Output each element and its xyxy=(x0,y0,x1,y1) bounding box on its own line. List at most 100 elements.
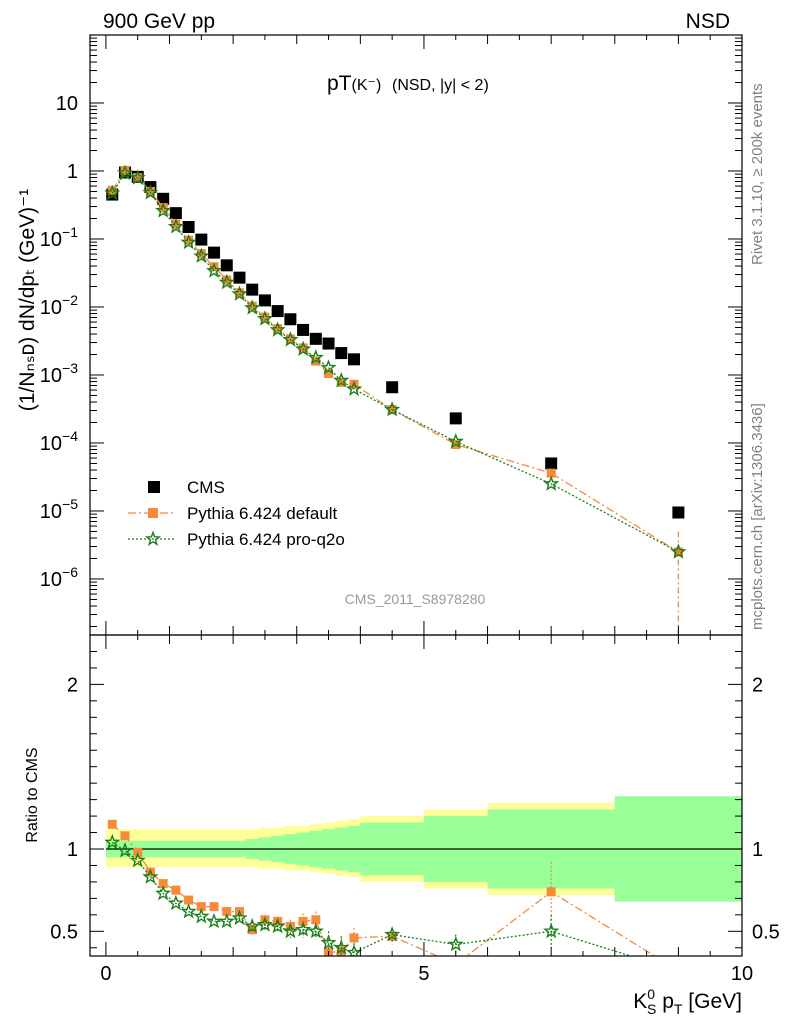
main-y-tick-label: 10−5 xyxy=(40,496,78,523)
legend-star-shape xyxy=(144,530,162,546)
main-axes: 10−6 10−5 10−4 10−3 10−2 10−1 1 10 xyxy=(40,35,743,635)
data-point xyxy=(171,219,181,229)
legend-entry-cms: CMS xyxy=(148,478,225,497)
ratio-data-point-star xyxy=(206,912,223,929)
data-point xyxy=(169,207,182,220)
data-point xyxy=(157,192,170,205)
ratio-inner xyxy=(104,796,742,956)
data-point xyxy=(246,283,259,296)
ratio-data-point-star xyxy=(155,884,172,901)
legend-label-pythia-proq2o: Pythia 6.424 pro-q2o xyxy=(187,530,345,549)
data-point xyxy=(284,313,297,326)
ratio-data-point xyxy=(107,819,117,829)
data-point xyxy=(545,457,558,470)
data-point xyxy=(271,305,284,318)
x-axis-label: K0 S pT [GeV] xyxy=(633,986,742,1017)
data-point-star xyxy=(155,202,172,218)
ratio-data-point-star xyxy=(333,939,350,955)
ratio-data-point-star xyxy=(142,868,159,884)
main-y-tick-label: 10−4 xyxy=(40,428,78,455)
x-axis-label-sub: S xyxy=(647,1001,656,1017)
ratio-plot-area xyxy=(104,796,742,956)
data-point xyxy=(145,186,155,196)
ratio-y-tick-label-left: 0.5 xyxy=(50,921,78,943)
x-axis-label-rest-sub: T xyxy=(674,1001,683,1017)
ratio-data-point-star xyxy=(307,922,324,939)
data-point xyxy=(247,301,257,311)
ratio-data-point-star xyxy=(447,935,464,952)
ratio-data-point-star xyxy=(294,921,312,937)
data-point-star xyxy=(129,169,146,185)
data-point xyxy=(158,203,168,213)
data-point xyxy=(209,262,219,272)
data-point-star xyxy=(180,233,197,250)
mcplots-label: mcplots.cern.ch [arXiv:1306.3436] xyxy=(749,403,766,630)
ratio-data-point-star xyxy=(104,833,121,850)
x-axis-label-main: K xyxy=(633,990,647,1013)
header-right-label: NSD xyxy=(686,10,730,33)
ratio-data-point-star xyxy=(244,917,261,934)
x-tick-label: 10 xyxy=(731,963,753,985)
ratio-panel: 0.5 0.51 12 20 5 10 Ratio to CMS K0 S pT [GeV] xyxy=(24,634,780,1017)
data-point-star xyxy=(167,218,184,234)
legend-label-cms: CMS xyxy=(187,478,225,497)
data-point xyxy=(273,324,283,334)
ratio-data-point xyxy=(120,831,130,841)
x-axis-label-unit: [GeV] xyxy=(682,990,742,1013)
ratio-data-point xyxy=(209,902,219,912)
x-axis-label-rest: p xyxy=(656,990,674,1013)
data-point-star xyxy=(543,475,560,491)
data-point xyxy=(449,412,462,425)
x-tick-label: 0 xyxy=(100,963,111,985)
data-point xyxy=(182,221,195,234)
data-point-star xyxy=(116,164,134,181)
data-point-star xyxy=(307,349,324,365)
ratio-data-point-star xyxy=(269,917,286,934)
analysis-watermark: CMS_2011_S8978280 xyxy=(345,591,486,607)
data-point-star xyxy=(218,273,235,290)
data-point-star xyxy=(231,285,248,301)
ratio-y-tick-label-right: 2 xyxy=(752,674,763,696)
ratio-data-point-star xyxy=(543,922,560,939)
data-point-star xyxy=(282,331,299,347)
ratio-data-point-star xyxy=(320,934,337,950)
ratio-y-tick-label-left: 1 xyxy=(67,839,78,861)
data-point-star xyxy=(206,262,223,278)
data-point-star xyxy=(104,184,121,201)
plot-title-main: pT xyxy=(327,72,352,95)
data-point xyxy=(672,506,685,519)
data-point xyxy=(297,323,310,336)
legend-entry-pythia-default: Pythia 6.424 default xyxy=(128,504,338,523)
ratio-data-point xyxy=(222,907,232,917)
data-point-star xyxy=(142,184,159,200)
data-point xyxy=(184,235,194,245)
ratio-data-point xyxy=(349,933,359,943)
data-point xyxy=(220,259,233,272)
x-axis-label-sup: 0 xyxy=(647,986,655,1002)
ratio-frame xyxy=(89,634,743,957)
data-point-star xyxy=(269,321,286,337)
data-point xyxy=(195,233,208,246)
legend-entry-pythia-proq2o: Pythia 6.424 pro-q2o xyxy=(128,530,345,549)
ratio-data-point-star xyxy=(384,926,401,942)
legend: CMS Pythia 6.424 default Pythia 6.424 pr… xyxy=(128,478,345,549)
ratio-data-point-star xyxy=(116,842,134,858)
ratio-data-point-star xyxy=(256,916,273,932)
data-point-star xyxy=(320,359,337,375)
data-point xyxy=(222,275,232,285)
ratio-axes: 0.5 0.5 1 1 2 2 0 5 10 xyxy=(50,635,780,985)
ratio-data-point-star xyxy=(193,907,210,924)
data-point-star xyxy=(670,543,687,559)
data-point-star xyxy=(447,432,464,449)
data-point-star xyxy=(295,340,312,357)
main-y-axis-label: (1/Nₙₛᴅ) dN/dpₜ (GeV)⁻¹ xyxy=(16,189,39,411)
data-point xyxy=(309,332,322,345)
rivet-label: Rivet 3.1.10, ≥ 200k events xyxy=(749,83,766,265)
data-point-star xyxy=(333,371,350,388)
data-point-star xyxy=(345,380,363,397)
data-point xyxy=(347,353,360,366)
data-point-star xyxy=(193,247,210,264)
legend-marker-pythia-default xyxy=(148,508,158,518)
main-plot-area xyxy=(104,164,687,635)
ratio-data-point-star xyxy=(167,894,184,911)
